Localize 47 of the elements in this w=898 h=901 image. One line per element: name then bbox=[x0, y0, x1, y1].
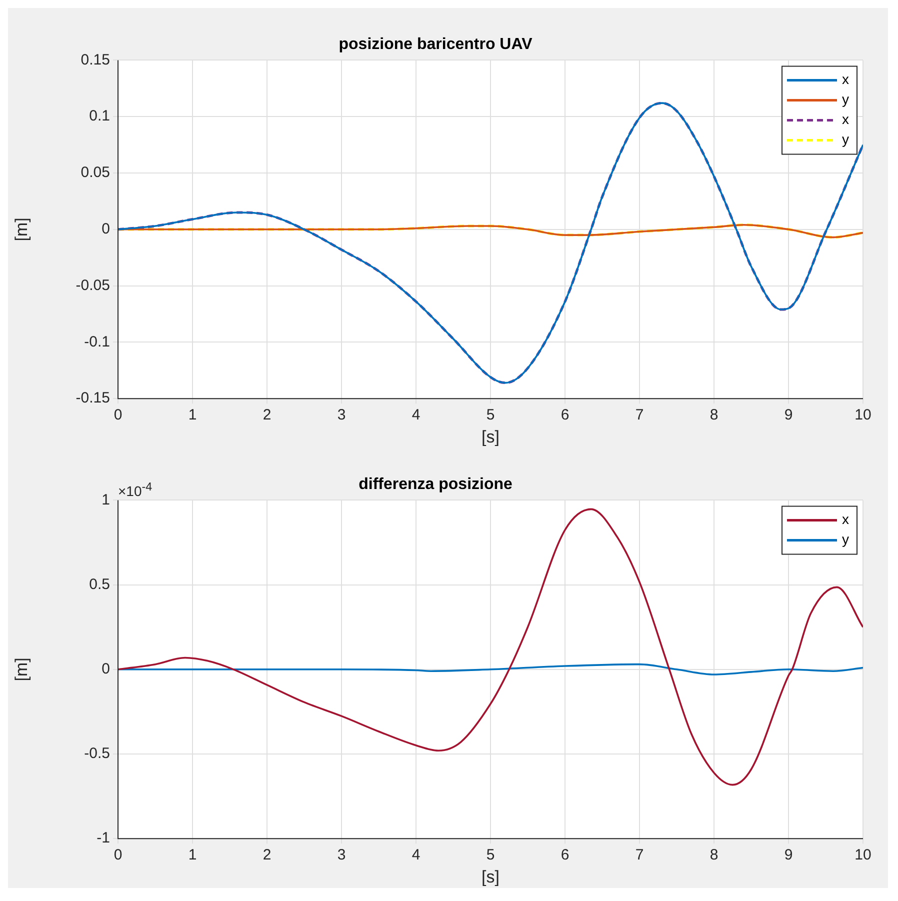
x-tick-label: 5 bbox=[486, 406, 495, 424]
y-axis-title: [m] bbox=[12, 218, 31, 242]
legend-label: x bbox=[842, 71, 849, 88]
x-tick-label: 10 bbox=[854, 406, 872, 424]
x-tick-label: 0 bbox=[114, 406, 122, 424]
y-tick-label: 0 bbox=[102, 660, 110, 678]
y-tick-label: -0.5 bbox=[84, 745, 110, 762]
x-tick-label: 1 bbox=[188, 846, 197, 864]
x-axis-title: [s] bbox=[482, 427, 500, 446]
x-tick-label: 1 bbox=[188, 406, 197, 424]
x-tick-label: 6 bbox=[560, 846, 570, 864]
y-tick-label: 0.15 bbox=[80, 51, 110, 68]
y-tick-label: 0.05 bbox=[80, 164, 110, 182]
y-tick-label: 1 bbox=[102, 491, 110, 508]
x-tick-label: 2 bbox=[262, 846, 272, 864]
legend-label: x bbox=[842, 111, 849, 128]
x-tick-label: 5 bbox=[486, 846, 495, 864]
x-tick-label: 6 bbox=[560, 406, 570, 424]
y-tick-label: -0.15 bbox=[76, 390, 110, 407]
x-tick-label: 0 bbox=[114, 846, 122, 864]
x-tick-label: 8 bbox=[710, 846, 718, 864]
y-axis-title: [m] bbox=[12, 658, 31, 682]
x-tick-label: 8 bbox=[710, 406, 718, 424]
y-tick-label: 0 bbox=[102, 220, 110, 238]
y-tick-label: 0.1 bbox=[89, 108, 110, 125]
x-tick-label: 7 bbox=[635, 406, 644, 424]
y-tick-label: -1 bbox=[96, 830, 110, 847]
legend-label: y bbox=[842, 131, 849, 148]
chart-title: posizione baricentro UAV bbox=[338, 36, 533, 54]
x-tick-label: 9 bbox=[784, 406, 793, 424]
x-tick-label: 3 bbox=[337, 406, 346, 424]
x-axis-title: [s] bbox=[482, 867, 500, 886]
y-tick-label: 0.5 bbox=[89, 576, 110, 593]
x-tick-label: 4 bbox=[412, 846, 420, 864]
legend-label: x bbox=[842, 511, 849, 528]
x-tick-label: 10 bbox=[854, 846, 872, 864]
x-tick-label: 4 bbox=[412, 406, 420, 424]
chart-title: differenza posizione bbox=[358, 476, 512, 494]
y-tick-label: -0.05 bbox=[76, 276, 110, 294]
x-tick-label: 9 bbox=[784, 846, 793, 864]
legend-label: y bbox=[842, 531, 849, 548]
x-tick-label: 3 bbox=[337, 846, 346, 864]
x-tick-label: 7 bbox=[635, 846, 644, 864]
legend-label: y bbox=[842, 91, 849, 108]
y-tick-label: -0.1 bbox=[84, 333, 110, 350]
text: ×10$^{-4}$ bbox=[118, 480, 152, 499]
x-tick-label: 2 bbox=[262, 406, 272, 424]
